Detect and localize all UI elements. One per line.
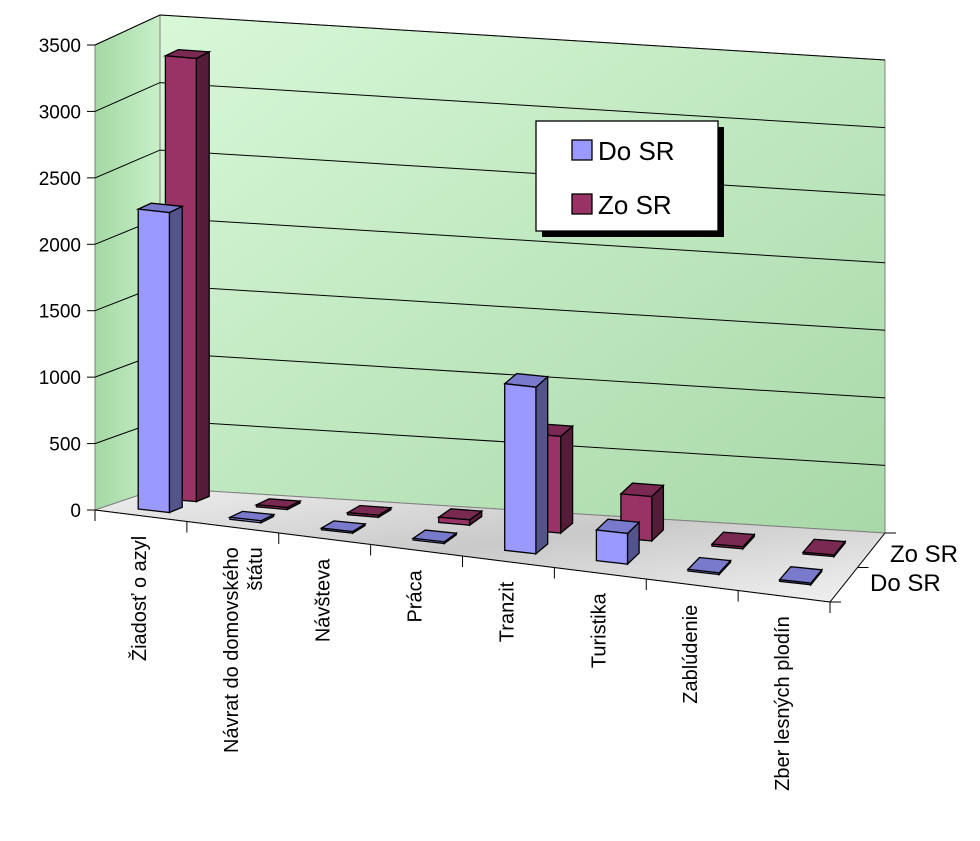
legend: Do SR Zo SR (535, 120, 724, 237)
x-category-label: Návrat do domovského štátu (221, 547, 267, 753)
bar-front (137, 208, 171, 514)
bar-zo-sr (254, 498, 303, 511)
bar-front (412, 537, 445, 545)
bar-front (320, 527, 354, 534)
x-category-label: Návšteva (313, 558, 335, 642)
y-tick-label: 2000 (39, 235, 81, 256)
gridline (94, 82, 886, 129)
bar-zo-sr (710, 531, 756, 551)
x-category-label: Zablúdenie (680, 605, 702, 704)
bar-front (711, 543, 744, 550)
bar-front (504, 382, 537, 555)
bar-do-sr (778, 566, 824, 587)
legend-swatch (571, 193, 593, 215)
bar-do-sr (411, 529, 459, 545)
y-tick-label: 3000 (39, 102, 81, 123)
bar-do-sr (503, 372, 550, 556)
bar-side (195, 50, 210, 503)
depth-label: Zo SR (890, 541, 958, 568)
x-category-label: Turistika (588, 592, 610, 668)
bar-side (168, 205, 183, 514)
bar-side (535, 375, 549, 556)
x-category-label: Tranzit (496, 581, 518, 642)
y-tick-label: 1500 (39, 302, 81, 323)
depth-label: Do SR (870, 570, 941, 597)
y-tick-label: 3500 (39, 36, 81, 57)
legend-swatch (571, 139, 593, 161)
legend-label: Zo SR (598, 190, 672, 220)
bar-zo-sr (801, 538, 847, 559)
y-tick-label: 1000 (39, 368, 81, 389)
bar-do-sr (135, 202, 185, 514)
bar-front (595, 529, 629, 565)
y-tick-label: 0 (70, 501, 81, 522)
bar-front (255, 504, 289, 511)
x-category-label: Práca (405, 569, 427, 622)
bar-do-sr (686, 556, 732, 577)
bar-front (687, 568, 720, 576)
bar-front (778, 578, 812, 586)
x-category-label: Žiadosť o azyl (128, 536, 151, 661)
bar-front (229, 516, 262, 524)
bar-do-sr (227, 510, 276, 524)
bar-front (802, 551, 835, 558)
bar-front (438, 516, 471, 526)
y-tick-label: 2500 (39, 169, 81, 190)
bar-zo-sr (436, 508, 484, 527)
gridline (94, 14, 886, 61)
bar-do-sr (594, 518, 641, 566)
bar-do-sr (319, 520, 367, 535)
x-category-label: Zber lesných plodín (772, 616, 794, 791)
legend-box (535, 120, 719, 232)
bar-front (346, 511, 380, 519)
y-tick-label: 500 (49, 435, 81, 456)
bar-side (560, 424, 574, 535)
legend-label: Do SR (598, 136, 675, 166)
bar-zo-sr (345, 504, 393, 519)
